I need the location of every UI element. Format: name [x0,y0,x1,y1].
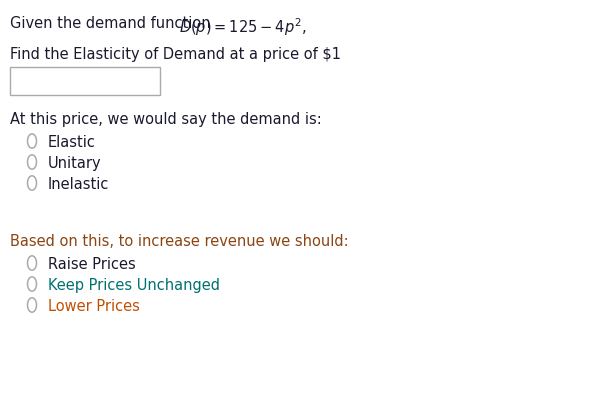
Text: Unitary: Unitary [48,156,102,170]
Ellipse shape [27,298,36,312]
Ellipse shape [27,256,36,271]
Ellipse shape [27,134,36,149]
Text: $D(p) = 125 - 4p^2,$: $D(p) = 125 - 4p^2,$ [179,16,306,38]
Text: Raise Prices: Raise Prices [48,256,136,271]
Text: Keep Prices Unchanged: Keep Prices Unchanged [48,277,220,292]
Text: At this price, we would say the demand is:: At this price, we would say the demand i… [10,112,322,127]
Text: Given the demand function: Given the demand function [10,16,215,31]
Ellipse shape [27,176,36,191]
Text: Inelastic: Inelastic [48,176,109,192]
Text: Elastic: Elastic [48,135,96,150]
Text: Find the Elasticity of Demand at a price of $1: Find the Elasticity of Demand at a price… [10,47,341,62]
FancyBboxPatch shape [10,68,160,96]
Text: Lower Prices: Lower Prices [48,298,140,313]
Text: Based on this, to increase revenue we should:: Based on this, to increase revenue we sh… [10,233,349,248]
Ellipse shape [27,277,36,292]
Ellipse shape [27,156,36,170]
